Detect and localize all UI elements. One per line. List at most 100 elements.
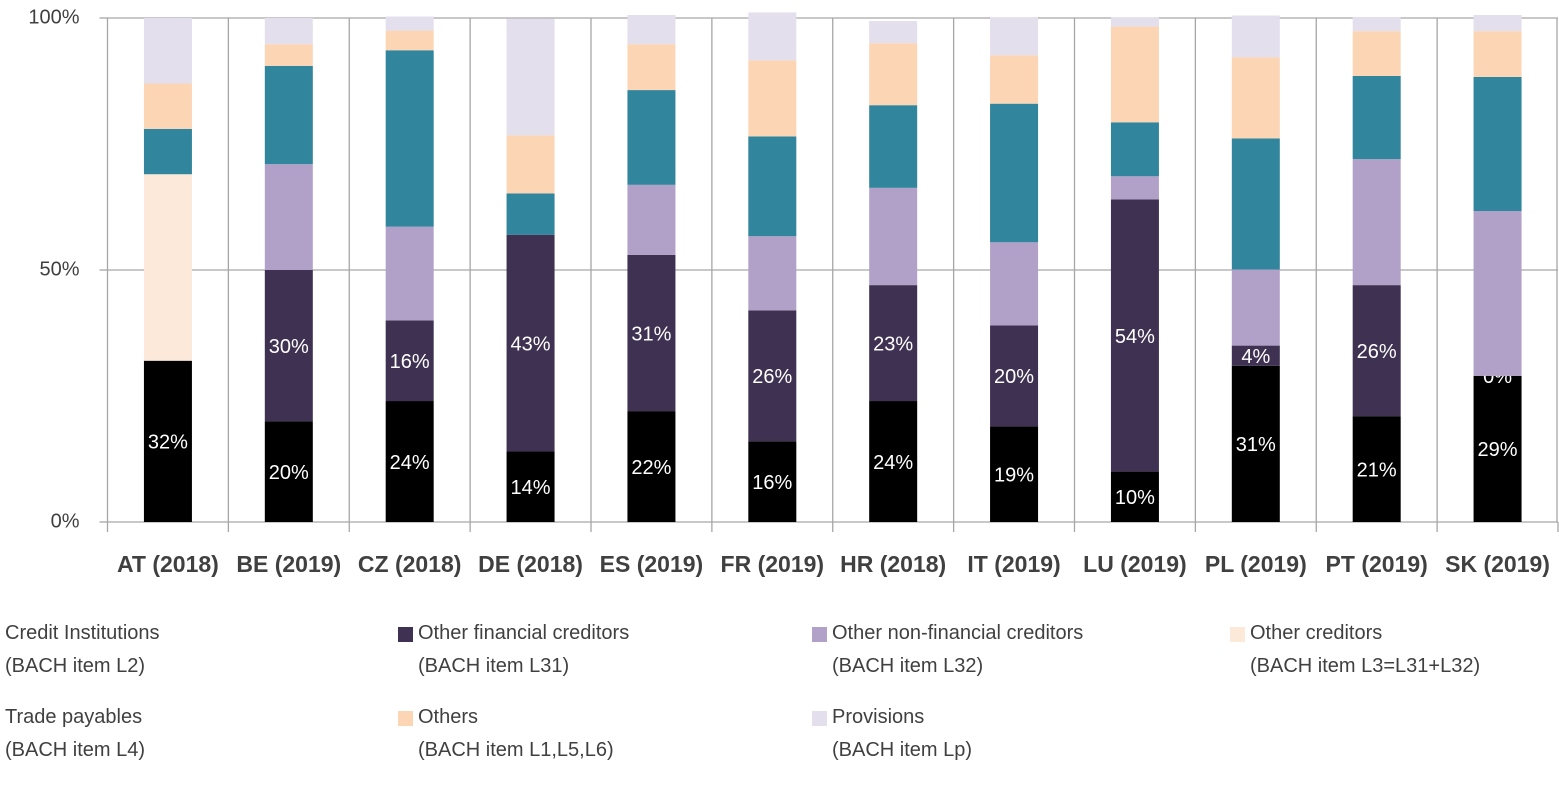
legend-item: (BACH item L4) (5, 739, 146, 761)
y-tick-label: 100% (28, 6, 79, 28)
legend-item: (BACH item L32) (832, 655, 984, 677)
data-label: 24% (873, 452, 913, 474)
bar-segment (869, 285, 918, 402)
bar-segment (506, 18, 555, 136)
bar-segment (1110, 199, 1159, 472)
bar-segment (506, 451, 555, 522)
bar-segment (869, 187, 918, 286)
bar-segment (748, 236, 797, 311)
x-tick-label: PT (2019) (1325, 551, 1428, 577)
y-tick-label: 50% (39, 258, 79, 280)
data-label: 24% (390, 452, 430, 474)
bar-segment (627, 44, 676, 91)
legend-label: Other creditors (1250, 622, 1383, 644)
bar-segment (1231, 269, 1280, 346)
bar-segment (990, 17, 1039, 56)
bar-segment (264, 270, 313, 422)
bar-segment (627, 184, 676, 255)
legend-swatch (812, 711, 827, 726)
x-tick-label: IT (2019) (967, 551, 1061, 577)
x-tick-label: HR (2018) (840, 551, 947, 577)
bar-segment (506, 193, 555, 235)
bar-segment (1473, 76, 1522, 212)
bar-segment (990, 103, 1039, 243)
legend-label: Other financial creditors (418, 622, 630, 644)
bar-segment (1231, 138, 1280, 270)
bar-segment (506, 135, 555, 194)
data-label: 30% (269, 336, 309, 358)
x-tick-label: PL (2019) (1204, 551, 1307, 577)
x-tick-label: LU (2019) (1083, 551, 1187, 577)
bar-segment (143, 18, 192, 84)
bar-segment (1473, 31, 1522, 77)
data-label: 19% (994, 464, 1034, 486)
bar-segment (990, 55, 1039, 104)
legend-label: Provisions (832, 706, 925, 728)
data-label: 16% (390, 351, 430, 373)
legend-label: Others (418, 706, 479, 728)
bar-segment (1352, 159, 1401, 286)
bar-segment (506, 234, 555, 452)
bar-segment (385, 401, 434, 522)
bar-segment (869, 43, 918, 106)
bar-segment (1352, 31, 1401, 76)
bar-segment (143, 128, 192, 175)
bar-segment (385, 226, 434, 321)
bar-segment (264, 164, 313, 270)
bar-segment (1352, 16, 1401, 32)
data-label: 26% (752, 366, 792, 388)
bar-segment (143, 360, 192, 522)
x-tick-label: ES (2019) (599, 551, 704, 577)
bar-segment (748, 441, 797, 522)
legend-item: (BACH item L3=L31+L32) (1250, 655, 1481, 677)
data-label: 16% (752, 472, 792, 494)
legend-item: (BACH item L31) (418, 655, 570, 677)
legend-item: (BACH item L2) (5, 655, 146, 677)
data-label: 32% (148, 432, 188, 454)
bar-segment (1231, 57, 1280, 139)
legend-label: Credit Institutions (5, 622, 160, 644)
x-tick-label: AT (2018) (117, 551, 219, 577)
bar-segment (990, 242, 1039, 326)
data-label: 14% (511, 477, 551, 499)
data-label: 43% (511, 333, 551, 355)
bar-segment (748, 136, 797, 237)
data-label: 10% (1115, 487, 1155, 509)
bar-segment (869, 105, 918, 188)
legend-label: Other non-financial creditors (832, 622, 1084, 644)
data-label: 31% (631, 323, 671, 345)
bar-segment (1231, 345, 1280, 366)
bar-segment (385, 30, 434, 51)
bar-segment (264, 65, 313, 165)
legend-label: Trade payables (5, 706, 143, 728)
bar-segment (748, 310, 797, 442)
bar-segment (1352, 285, 1401, 417)
bar-segment (385, 50, 434, 227)
x-tick-label: CZ (2018) (357, 551, 462, 577)
x-tick-label: SK (2019) (1445, 551, 1550, 577)
bar-segment (1231, 365, 1280, 522)
data-label: 26% (1357, 341, 1397, 363)
data-label: 54% (1115, 326, 1155, 348)
data-label: 4% (1241, 346, 1270, 368)
legend-item: (BACH item L1,L5,L6) (418, 739, 614, 761)
bar-segment (264, 421, 313, 522)
data-label: 20% (269, 462, 309, 484)
data-label: 29% (1478, 439, 1518, 461)
legend-swatch (398, 711, 413, 726)
bar-segment (264, 44, 313, 66)
bar-segment (1110, 17, 1159, 27)
data-label: 23% (873, 333, 913, 355)
bar-segment (627, 14, 676, 45)
bar-segment (627, 254, 676, 412)
bar-segment (748, 60, 797, 137)
bar-segment (1473, 375, 1522, 522)
bar-segment (869, 401, 918, 522)
data-label: 31% (1236, 434, 1276, 456)
bar-segment (385, 320, 434, 402)
bar-segment (1231, 15, 1280, 58)
x-tick-label: FR (2019) (720, 551, 825, 577)
x-tick-label: DE (2018) (478, 551, 583, 577)
